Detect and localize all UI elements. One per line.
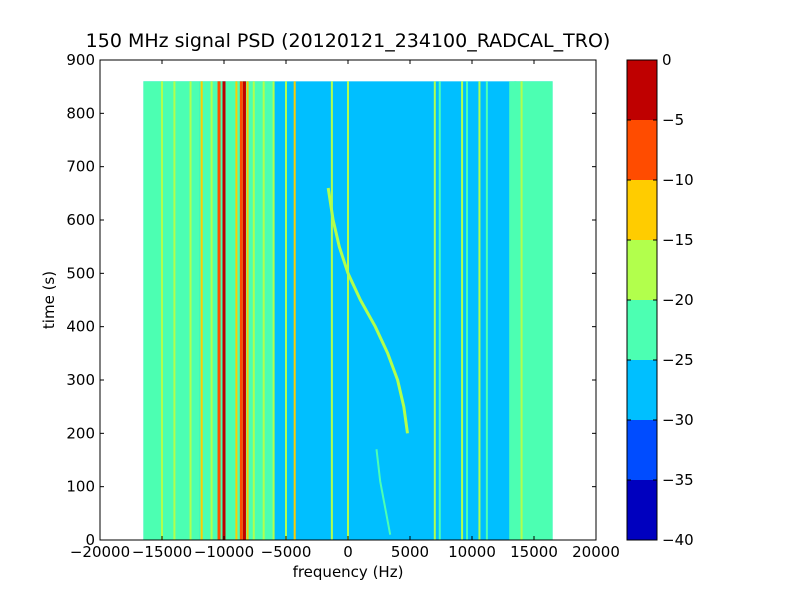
colorbar-tick-label: −10 — [662, 171, 694, 189]
x-tick-label: −10000 — [194, 543, 254, 561]
colorbar-tick-label: 0 — [662, 51, 672, 69]
colorbar-tick-label: −25 — [662, 351, 694, 369]
heatmap-vertical-line — [235, 81, 238, 540]
y-tick-label: 900 — [66, 51, 95, 69]
colorbar-segment — [627, 120, 657, 180]
heatmap-vertical-line — [217, 81, 221, 540]
heatmap-vertical-line — [347, 81, 349, 540]
heatmap-vertical-line — [210, 81, 213, 540]
heatmap-chirp-trace — [326, 187, 409, 434]
heatmap-vertical-line — [189, 81, 192, 540]
heatmap-vertical-line — [330, 81, 333, 540]
heatmap-vertical-line — [293, 81, 296, 540]
colorbar-tick-label: −15 — [662, 231, 694, 249]
heatmap-vertical-line — [252, 81, 255, 540]
heatmap-vertical-line — [239, 81, 243, 540]
y-tick-label: 600 — [66, 211, 95, 229]
heatmap-vertical-line — [485, 81, 488, 540]
heatmap-vertical-line — [262, 81, 265, 540]
x-axis-label: frequency (Hz) — [293, 563, 404, 581]
heatmap-faint-trace — [375, 449, 392, 535]
x-tick-label: −5000 — [261, 543, 312, 561]
heatmap-vertical-line — [514, 81, 517, 540]
colorbar-tick-label: −35 — [662, 471, 694, 489]
heatmap-vertical-line — [285, 81, 287, 540]
y-tick-label: 500 — [66, 264, 95, 282]
x-tick-label: 15000 — [510, 543, 558, 561]
colorbar-tick-label: −20 — [662, 291, 694, 309]
heatmap-vertical-line — [222, 81, 226, 540]
heatmap-vertical-line — [461, 81, 464, 540]
heatmap-vertical-line — [520, 81, 523, 540]
y-tick-label: 200 — [66, 424, 95, 442]
heatmap-band-region — [509, 81, 553, 540]
colorbar-tick-label: −30 — [662, 411, 694, 429]
y-axis-label: time (s) — [40, 271, 58, 329]
chart-title: 150 MHz signal PSD (20120121_234100_RADC… — [86, 30, 611, 52]
x-tick-label: 0 — [343, 543, 353, 561]
y-tick-label: 0 — [85, 531, 95, 549]
colorbar-tick-label: −5 — [662, 111, 684, 129]
heatmap-vertical-line — [173, 81, 176, 540]
colorbar-segment — [627, 480, 657, 540]
y-tick-label: 100 — [66, 478, 95, 496]
y-tick-label: 700 — [66, 158, 95, 176]
heatmap-vertical-line — [433, 81, 436, 540]
y-tick-label: 300 — [66, 371, 95, 389]
colorbar-segment — [627, 60, 657, 120]
colorbar-segment — [627, 420, 657, 480]
heatmap-vertical-line — [438, 81, 441, 540]
x-tick-label: −15000 — [132, 543, 192, 561]
x-axis: −20000 −15000 −10000 −5000 0 5000 10000 15000 20… — [70, 60, 620, 561]
heatmap-vertical-line — [200, 81, 203, 540]
colorbar-tick-label: −40 — [662, 531, 694, 549]
colorbar-segment — [627, 300, 657, 360]
heatmap-vertical-line — [246, 81, 249, 540]
heatmap-vertical-line — [242, 81, 246, 540]
x-tick-label: 10000 — [448, 543, 496, 561]
colorbar-segment — [627, 360, 657, 420]
x-tick-label: −20000 — [70, 543, 130, 561]
heatmap-vertical-line — [161, 81, 163, 540]
colorbar-segment — [627, 240, 657, 300]
y-tick-label: 800 — [66, 104, 95, 122]
y-axis: 0 100 200 300 400 500 600 700 800 900 — [66, 51, 596, 549]
colorbar: 0 −5 −10 −15 −20 −25 −30 −35 −40 — [626, 51, 694, 549]
heatmap-vertical-line — [466, 81, 469, 540]
x-tick-label: 20000 — [572, 543, 620, 561]
spectrogram-heatmap — [143, 81, 553, 540]
heatmap-vertical-line — [272, 81, 275, 540]
colorbar-segment — [627, 180, 657, 240]
heatmap-vertical-line — [478, 81, 481, 540]
x-tick-label: 5000 — [391, 543, 429, 561]
y-tick-label: 400 — [66, 318, 95, 336]
